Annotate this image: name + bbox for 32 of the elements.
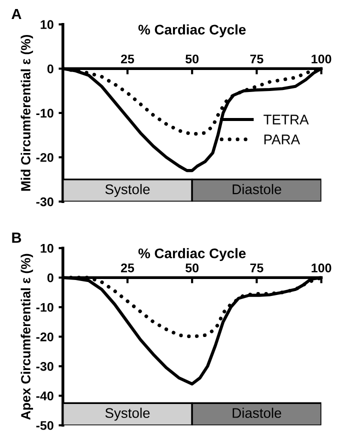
- text: B: [12, 232, 22, 243]
- x-tick-label: 50: [186, 54, 199, 64]
- y-tick-label: -40: [36, 392, 54, 400]
- x-tick-label: 25: [120, 264, 134, 272]
- band-label: Diastole: [232, 184, 282, 194]
- x-tick-label: 50: [186, 264, 199, 272]
- x-tick-label: 75: [250, 54, 264, 64]
- legend-label: TETRA: [264, 114, 309, 124]
- y-tick-label: -50: [36, 421, 54, 430]
- x-tick-label: 100: [312, 54, 332, 64]
- x-tick-label: 75: [250, 264, 264, 272]
- y-axis-title: Mid Circumferential ε (%): [20, 34, 34, 191]
- y-tick-label: -20: [36, 153, 54, 162]
- legend-label: PARA: [264, 134, 300, 144]
- y-tick-label: 10: [40, 244, 54, 253]
- y-tick-label: 0: [47, 273, 54, 282]
- y-axis-title: Apex Circumferential ε (%): [20, 254, 34, 420]
- x-tick-label: 100: [312, 264, 332, 272]
- y-tick-label: -10: [36, 108, 54, 118]
- x-axis-title: % Cardiac Cycle: [138, 248, 246, 262]
- y-tick-label: 10: [40, 20, 54, 30]
- text: A: [12, 8, 22, 19]
- band-label: Diastole: [232, 408, 282, 418]
- x-tick-label: 25: [120, 54, 134, 64]
- y-tick-label: -30: [36, 197, 54, 206]
- y-tick-label: -20: [36, 332, 54, 342]
- band-label: Systole: [105, 408, 150, 421]
- band-label: Systole: [105, 184, 150, 197]
- y-tick-label: -30: [36, 362, 54, 371]
- x-axis-title: % Cardiac Cycle: [138, 24, 246, 38]
- y-tick-label: 0: [47, 64, 54, 74]
- y-tick-label: -10: [36, 302, 54, 312]
